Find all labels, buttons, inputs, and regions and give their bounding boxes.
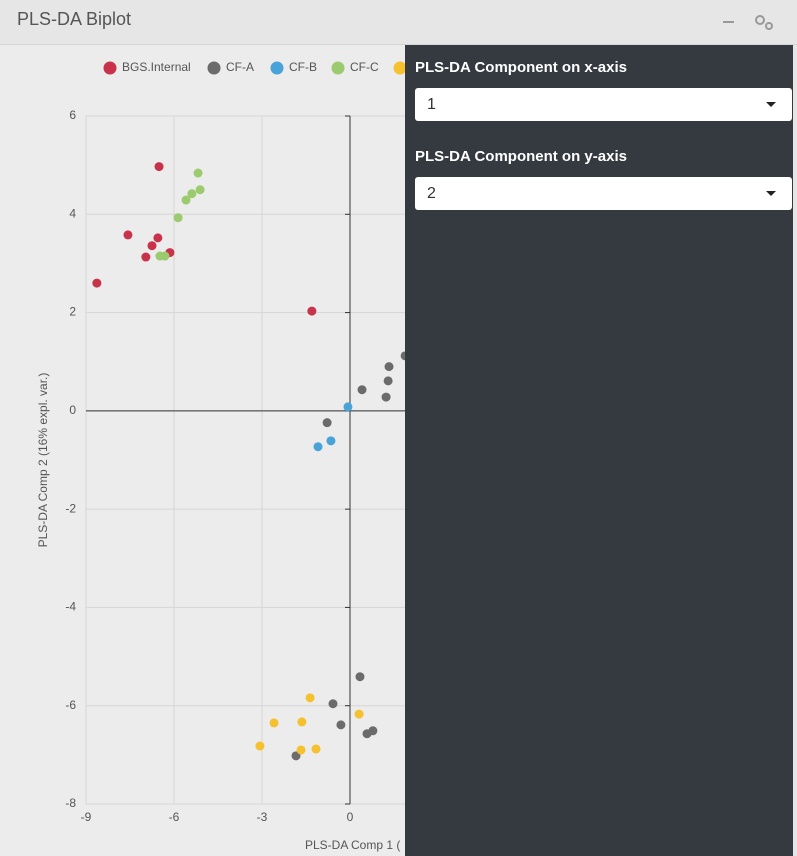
data-point <box>291 751 301 761</box>
data-point <box>92 278 102 288</box>
data-point <box>326 436 336 446</box>
header: PLS-DA Biplot <box>0 0 797 45</box>
legend-label: CF-A <box>226 60 254 74</box>
data-point <box>297 717 307 727</box>
legend-marker <box>331 61 345 75</box>
legend-marker <box>270 61 284 75</box>
x-axis-label: PLS-DA Comp 1 ( <box>305 838 400 852</box>
data-point <box>305 693 315 703</box>
data-point <box>336 720 346 730</box>
data-point <box>381 392 391 402</box>
data-point <box>147 241 157 251</box>
y-component-select[interactable]: 2 <box>415 177 792 210</box>
legend-label: CF-B <box>289 60 317 74</box>
y-tick-label: -6 <box>65 698 76 712</box>
data-point <box>355 672 365 682</box>
settings-icon[interactable] <box>755 15 773 30</box>
data-point <box>141 252 151 262</box>
y-tick-label: 0 <box>69 403 76 417</box>
data-point <box>368 726 378 736</box>
y-tick-label: 2 <box>69 305 76 319</box>
y-tick-label: -8 <box>65 796 76 810</box>
x-tick-label: -3 <box>257 810 268 824</box>
control-label: PLS-DA Component on y-axis <box>415 148 627 165</box>
y-tick-label: -4 <box>65 600 76 614</box>
data-point <box>307 306 317 316</box>
data-point <box>153 233 163 243</box>
select-value: 1 <box>427 96 436 113</box>
data-point <box>255 741 265 751</box>
x-tick-label: -9 <box>81 810 92 824</box>
data-point <box>343 402 353 412</box>
y-tick-label: 4 <box>69 206 76 220</box>
data-point <box>160 251 170 261</box>
y-axis-label: PLS-DA Comp 2 (16% expl. var.) <box>36 373 50 548</box>
data-point <box>311 744 321 754</box>
select-value: 2 <box>427 185 436 202</box>
title: PLS-DA Biplot <box>17 9 132 29</box>
data-point <box>384 362 394 372</box>
data-point <box>123 230 133 240</box>
settings-panel: PLS-DA Component on x-axis 1 PLS-DA Comp… <box>405 45 793 856</box>
legend-label: BGS.Internal <box>122 60 191 74</box>
data-point <box>383 376 393 386</box>
legend-marker <box>103 61 117 75</box>
data-point <box>357 385 367 395</box>
data-point <box>173 213 183 223</box>
data-point <box>195 185 205 195</box>
data-point <box>296 745 306 755</box>
data-point <box>187 189 197 199</box>
caret <box>766 102 776 107</box>
panel-edge <box>793 45 797 856</box>
header-icons <box>723 15 773 30</box>
data-point <box>354 709 364 719</box>
data-point <box>181 195 191 205</box>
data-point <box>269 718 279 728</box>
data-point <box>193 168 203 178</box>
x-tick-label: -6 <box>169 810 180 824</box>
data-point <box>322 418 332 428</box>
y-tick-label: -2 <box>65 501 76 515</box>
y-tick-label: 6 <box>69 108 76 122</box>
data-point <box>154 162 164 172</box>
caret <box>766 191 776 196</box>
legend-label: CF-C <box>350 60 379 74</box>
data-point <box>328 699 338 709</box>
x-component-select[interactable]: 1 <box>415 88 792 121</box>
data-point <box>313 442 323 452</box>
x-tick-label: 0 <box>347 810 354 824</box>
control-label: PLS-DA Component on x-axis <box>415 59 627 76</box>
legend-marker <box>207 61 221 75</box>
legend-marker <box>393 61 407 75</box>
